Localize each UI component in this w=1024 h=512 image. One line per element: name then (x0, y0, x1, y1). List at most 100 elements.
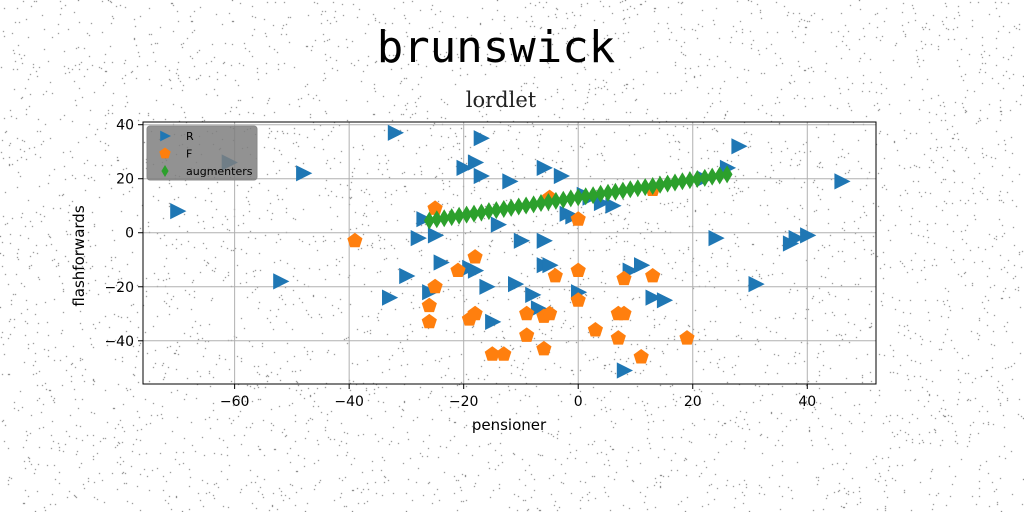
point-R (656, 292, 674, 309)
point-R (708, 230, 725, 247)
point-F (496, 346, 512, 361)
x-axis-label: pensioner (472, 416, 547, 434)
point-augmenters (714, 166, 726, 185)
point-F (519, 327, 535, 342)
legend-label-R: R (186, 130, 194, 143)
point-augmenters (691, 170, 703, 188)
point-R (536, 232, 553, 249)
point-R (490, 216, 507, 233)
axis-ticks: −60 −40 −20 0 20 40 40 20 0 −20 −40 (104, 118, 816, 410)
point-R (467, 154, 485, 171)
point-augmenters (654, 175, 666, 194)
x-tick-label: −40 (334, 394, 364, 410)
point-R (502, 173, 519, 190)
point-augmenters (602, 183, 614, 202)
point-augmenters (624, 180, 636, 199)
point-F (421, 297, 437, 313)
chart-title: brunswick (376, 22, 616, 73)
point-augmenters (721, 165, 733, 184)
point-augmenters (453, 206, 465, 225)
point-augmenters (669, 173, 681, 192)
point-R (508, 276, 525, 293)
point-R (834, 173, 851, 190)
point-F (542, 305, 558, 321)
point-augmenters (498, 200, 510, 218)
point-R (382, 289, 399, 306)
point-F (570, 292, 586, 307)
point-F (547, 268, 563, 283)
plot-frame (142, 121, 877, 385)
point-R (296, 165, 313, 182)
point-R (542, 257, 559, 274)
point-F (570, 211, 586, 226)
legend-box (146, 125, 258, 181)
y-tick-label: −20 (104, 280, 134, 296)
y-tick-label: 0 (125, 226, 134, 242)
point-R (473, 130, 490, 147)
chart-subtitle: lordlet (465, 88, 537, 112)
point-R (525, 286, 542, 303)
point-augmenters (639, 178, 651, 197)
point-F (427, 278, 443, 294)
point-augmenters (572, 188, 584, 207)
point-augmenters (446, 208, 458, 227)
point-F (679, 330, 695, 345)
point-R (387, 124, 404, 141)
point-R (748, 276, 765, 293)
x-tick-label: 0 (574, 394, 583, 410)
point-R (399, 267, 416, 285)
point-augmenters (565, 189, 577, 208)
point-augmenters (557, 190, 569, 209)
point-F (616, 270, 632, 286)
point-R (427, 227, 445, 244)
point-augmenters (610, 182, 621, 201)
point-augmenters (476, 203, 487, 222)
point-augmenters (632, 179, 644, 198)
x-tick-label: 20 (684, 394, 702, 410)
point-augmenters (483, 202, 495, 221)
point-R (467, 262, 485, 279)
point-augmenters (647, 177, 659, 195)
point-R (273, 273, 290, 290)
point-F (587, 322, 603, 337)
point-R (605, 197, 622, 214)
point-augmenters (550, 191, 562, 210)
point-augmenters (595, 184, 606, 203)
point-augmenters (535, 194, 547, 212)
point-R (553, 167, 570, 185)
legend-marker-augmenters (161, 165, 169, 177)
data-marks (170, 124, 851, 379)
legend-label-augmenters: augmenters (186, 165, 253, 178)
point-F (427, 200, 443, 215)
point-R (530, 300, 548, 317)
point-augmenters (423, 211, 435, 230)
point-augmenters (468, 204, 480, 223)
point-augmenters (706, 167, 718, 186)
y-tick-label: −40 (104, 334, 134, 350)
point-F (421, 313, 437, 329)
point-R (456, 159, 473, 176)
point-augmenters (617, 181, 629, 200)
point-F (450, 262, 466, 277)
point-F (536, 340, 552, 356)
point-R (536, 159, 553, 176)
point-augmenters (699, 168, 711, 187)
point-augmenters (520, 196, 532, 215)
point-augmenters (490, 201, 502, 220)
point-F (570, 262, 586, 277)
point-R (479, 278, 496, 295)
point-R (485, 313, 502, 330)
y-tick-label: 20 (116, 172, 134, 188)
point-F (610, 330, 626, 345)
point-R (170, 203, 187, 220)
point-augmenters (513, 197, 525, 216)
point-R (634, 257, 651, 274)
point-R (513, 232, 530, 249)
point-F (519, 305, 535, 321)
point-augmenters (587, 186, 599, 205)
point-R (593, 194, 611, 212)
point-augmenters (684, 171, 696, 190)
point-augmenters (677, 172, 688, 191)
point-F (347, 232, 363, 248)
point-F (484, 346, 500, 361)
